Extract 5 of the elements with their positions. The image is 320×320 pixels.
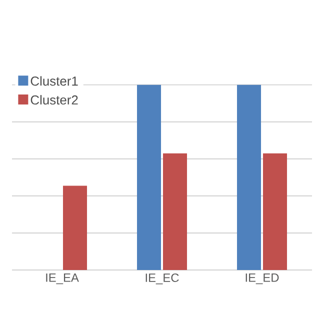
legend-label: Cluster2 xyxy=(30,95,78,105)
x-tick-label: IE_EC xyxy=(146,274,179,284)
legend-label: Cluster1 xyxy=(30,76,78,86)
x-tick-label: IE_ED xyxy=(246,274,279,284)
x-tick-label: IE_EA xyxy=(46,274,79,284)
